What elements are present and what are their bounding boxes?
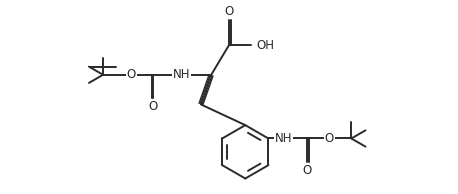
Text: O: O [149, 100, 158, 113]
Text: O: O [126, 68, 136, 81]
Text: NH: NH [274, 132, 292, 145]
Text: NH: NH [173, 68, 191, 81]
Text: O: O [302, 164, 311, 177]
Text: O: O [325, 132, 334, 145]
Text: OH: OH [256, 39, 274, 52]
Text: O: O [224, 5, 234, 18]
